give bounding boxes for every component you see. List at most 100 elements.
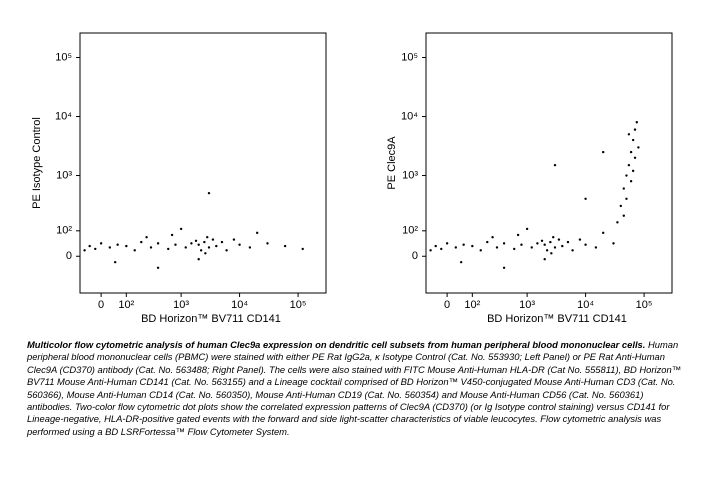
y-tick-label: 10⁴ xyxy=(55,110,72,122)
event-dot xyxy=(625,174,628,177)
event-dot xyxy=(584,243,587,246)
event-dot xyxy=(633,156,637,159)
event-dot xyxy=(601,150,605,154)
event-dot xyxy=(631,138,635,142)
event-dot xyxy=(133,249,136,252)
event-dot xyxy=(584,197,587,200)
event-dot xyxy=(561,244,564,248)
x-axis-title: BD Horizon™ BV711 CD141 xyxy=(141,313,281,325)
plot-frame xyxy=(425,32,673,294)
event-dot xyxy=(125,244,128,248)
event-dot xyxy=(612,242,615,245)
event-dot xyxy=(197,258,200,261)
event-dot xyxy=(619,204,623,208)
event-dot xyxy=(545,249,549,252)
event-dot xyxy=(145,235,148,239)
y-tick-label: 10³ xyxy=(56,169,72,181)
event-dot xyxy=(622,187,625,190)
event-dot xyxy=(516,233,520,237)
event-dot xyxy=(156,266,160,269)
event-dot xyxy=(625,197,628,200)
y-tick-label: 10⁵ xyxy=(401,51,418,63)
event-dot xyxy=(629,180,633,183)
event-dot xyxy=(633,128,637,131)
event-dot xyxy=(557,238,561,241)
event-dot xyxy=(211,238,215,241)
event-dot xyxy=(637,146,640,149)
event-dot xyxy=(174,243,177,246)
event-dot xyxy=(553,246,557,249)
x-tick-label: 10² xyxy=(464,299,480,311)
event-dot xyxy=(232,238,236,241)
event-dot xyxy=(486,240,489,244)
event-dot xyxy=(502,242,506,245)
caption-title: Multicolor flow cytometric analysis of h… xyxy=(27,339,646,350)
event-dot xyxy=(266,242,269,245)
event-dot xyxy=(479,249,482,252)
event-dot xyxy=(445,242,449,245)
event-dot xyxy=(530,246,533,249)
y-axis-title: PE Clec9A xyxy=(386,136,398,190)
x-tick-label: 0 xyxy=(98,299,104,311)
event-dot xyxy=(594,246,598,249)
event-dot xyxy=(553,163,557,167)
y-tick-label: 10² xyxy=(402,225,418,237)
event-dot xyxy=(566,240,570,244)
event-dot xyxy=(206,235,209,239)
event-dot xyxy=(167,247,170,251)
event-dot xyxy=(170,233,174,237)
event-dot xyxy=(440,247,443,251)
event-dot xyxy=(552,235,555,239)
event-dot xyxy=(190,242,193,245)
x-tick-label: 0 xyxy=(444,299,450,311)
y-tick-label: 10⁴ xyxy=(401,110,418,122)
event-dot xyxy=(525,227,529,231)
caption-text: Human peripheral blood mononuclear cells… xyxy=(27,339,682,437)
event-dot xyxy=(543,243,546,246)
y-tick-label: 10⁵ xyxy=(55,51,72,63)
event-dot xyxy=(116,243,119,246)
event-dot xyxy=(635,121,638,124)
event-dot xyxy=(197,243,200,246)
event-dot xyxy=(83,249,86,252)
x-tick-label: 10⁴ xyxy=(577,299,594,311)
event-dot xyxy=(207,191,211,195)
x-tick-label: 10⁴ xyxy=(231,299,248,311)
event-dot xyxy=(204,252,207,255)
event-dot xyxy=(108,246,112,249)
event-dot xyxy=(301,247,304,251)
event-dot xyxy=(549,240,552,244)
event-dot xyxy=(220,240,224,244)
y-tick-label: 0 xyxy=(66,250,72,262)
event-dot xyxy=(140,240,143,244)
event-dot xyxy=(616,221,619,224)
event-dot xyxy=(471,244,474,248)
plots: 0 10² 10³ 10⁴ 10⁵ 0 10² 10³ 10⁴ 10⁵ BD Horizon™ BV… xyxy=(31,32,673,325)
event-dot xyxy=(113,260,117,264)
event-dot xyxy=(550,252,553,255)
event-dot xyxy=(283,244,287,248)
event-dot xyxy=(627,163,631,167)
event-dot xyxy=(543,258,546,261)
event-dot xyxy=(429,249,432,252)
event-dot xyxy=(601,231,605,235)
event-dot xyxy=(184,246,187,249)
x-axis-title: BD Horizon™ BV711 CD141 xyxy=(487,313,627,325)
event-dot xyxy=(207,246,211,249)
event-dot xyxy=(99,242,103,245)
event-dot xyxy=(215,244,218,248)
event-dot xyxy=(238,243,241,246)
event-dot xyxy=(520,243,523,246)
event-dot xyxy=(571,249,574,252)
y-axis-title: PE Isotype Control xyxy=(31,117,43,209)
event-dot xyxy=(194,239,198,243)
event-dot xyxy=(248,246,252,249)
caption: Multicolor flow cytometric analysis of h… xyxy=(27,339,687,438)
event-dot xyxy=(199,249,203,252)
event-dot xyxy=(622,214,625,217)
event-dot xyxy=(434,244,437,248)
event-dot xyxy=(491,235,494,239)
event-dot xyxy=(495,246,499,249)
event-dot xyxy=(255,231,259,235)
